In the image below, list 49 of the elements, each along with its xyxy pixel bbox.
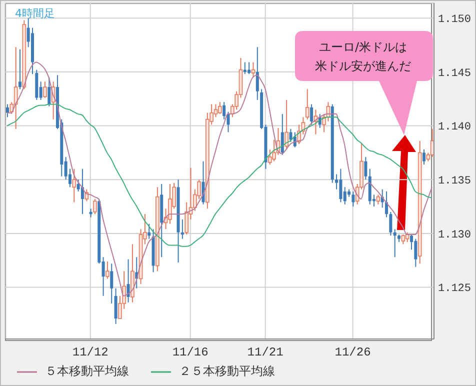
candlestick — [256, 46, 259, 100]
candlestick — [248, 62, 251, 75]
candlestick — [180, 218, 184, 240]
candlestick — [289, 128, 292, 142]
candlestick — [72, 168, 76, 203]
candlestick — [218, 102, 222, 114]
candlestick — [284, 99, 288, 150]
candlestick — [148, 223, 151, 240]
candlestick — [6, 104, 9, 118]
candlestick — [93, 198, 97, 215]
y-tick-label: 1.125 — [438, 283, 472, 296]
candlestick — [376, 194, 380, 205]
y-tick-label: 1.145 — [438, 68, 472, 80]
x-tick-label: 11/16 — [172, 346, 208, 360]
y-tick-label: 1.140 — [438, 122, 472, 134]
candlestick — [385, 190, 388, 218]
legend-label: ５本移動平均線 — [45, 363, 129, 380]
candlestick — [352, 190, 355, 208]
candlestick — [18, 48, 22, 90]
candlestick — [106, 260, 110, 280]
candlestick — [126, 258, 130, 303]
candlestick — [48, 76, 51, 107]
annotation: 米ドル安が進んだ — [315, 59, 411, 73]
candlestick — [251, 62, 256, 78]
candlestick — [339, 168, 342, 203]
candlestick — [280, 113, 284, 156]
candlestick — [422, 148, 426, 166]
candlestick — [110, 263, 114, 304]
x-tick-label: 11/26 — [334, 346, 371, 360]
candlestick — [393, 228, 396, 258]
y-tick-label: 1.135 — [438, 176, 472, 188]
legend-label: ２５本移動平均線 — [179, 363, 275, 380]
candlestick — [43, 81, 47, 98]
candlestick — [114, 288, 118, 324]
candlestick — [214, 104, 218, 118]
candlestick — [243, 62, 246, 75]
x-tick-label: 11/12 — [72, 346, 108, 360]
candlestick — [414, 238, 418, 268]
chart-title: 4時間足 — [15, 6, 55, 21]
candlestick — [401, 234, 406, 245]
y-tick-label: 1.130 — [438, 229, 472, 242]
candlestick — [305, 88, 310, 120]
candlestick — [310, 104, 314, 126]
candlestick — [389, 211, 392, 236]
annotation: ユーロ/米ドルは — [318, 40, 408, 54]
candlestick — [364, 156, 368, 180]
candlestick — [184, 202, 188, 236]
x-tick-label: 11/21 — [247, 346, 284, 360]
y-tick-label: 1.150 — [438, 14, 472, 26]
